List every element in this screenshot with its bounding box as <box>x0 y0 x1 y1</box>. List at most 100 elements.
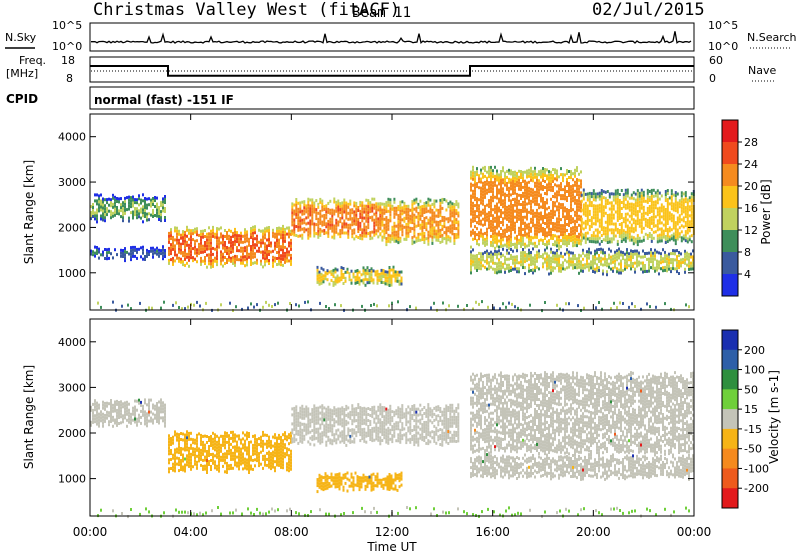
power-cell <box>425 225 428 229</box>
power-cell <box>437 220 440 224</box>
power-cell <box>680 197 683 201</box>
power-cell <box>670 270 672 274</box>
power-cell <box>642 261 644 265</box>
power-cell <box>470 271 472 275</box>
power-cell <box>431 220 434 224</box>
power-cell <box>160 216 162 220</box>
power-cell <box>381 235 384 239</box>
velocity-cell <box>202 458 204 462</box>
velocity-cell <box>204 443 206 447</box>
power-cell <box>670 207 673 211</box>
power-cell <box>377 223 380 227</box>
power-cell <box>480 213 482 217</box>
power-cell <box>498 215 500 219</box>
power-cell <box>592 195 595 199</box>
power-cell <box>490 265 492 269</box>
power-cell <box>672 261 674 265</box>
power-cell <box>182 236 184 240</box>
velocity-cell <box>94 420 96 424</box>
power-cell <box>433 211 436 215</box>
power-cell <box>307 200 310 204</box>
velocity-cell <box>220 455 222 459</box>
power-cell <box>351 223 354 227</box>
velocity-cell <box>190 431 192 435</box>
power-cell <box>388 269 391 272</box>
power-cell <box>299 228 302 232</box>
power-cell <box>180 245 182 249</box>
power-cell <box>546 168 548 172</box>
power-cell <box>566 260 568 264</box>
power-cell <box>316 271 319 275</box>
power-cell <box>492 199 494 203</box>
power-cell <box>538 255 540 259</box>
power-clutter-cell <box>241 307 243 311</box>
power-cell <box>548 239 550 243</box>
velocity-cell <box>94 408 96 412</box>
power-cell <box>375 211 378 215</box>
power-cell <box>552 186 554 189</box>
power-clutter-cell <box>205 301 207 305</box>
power-cell <box>522 176 524 180</box>
power-cell <box>226 234 228 237</box>
power-cell <box>176 256 178 260</box>
power-cell <box>542 185 544 188</box>
nsky-label: N.Sky <box>5 31 37 44</box>
power-cell <box>494 252 496 256</box>
power-cell <box>413 198 416 202</box>
power-cell <box>142 257 144 261</box>
power-cell <box>648 232 651 235</box>
velocity-cell <box>154 416 156 420</box>
power-cell <box>367 217 370 221</box>
power-cell <box>668 238 671 242</box>
power-cell <box>590 222 593 226</box>
power-cell <box>252 240 254 244</box>
power-colorbar-swatch <box>722 230 738 253</box>
date-label: 02/Jul/2015 <box>592 0 705 20</box>
power-cell <box>654 203 657 207</box>
power-cell <box>616 270 618 274</box>
power-cell <box>451 208 454 212</box>
power-cell <box>546 177 548 181</box>
power-cell <box>580 226 583 230</box>
power-cell <box>634 267 636 271</box>
power-cell <box>650 236 653 240</box>
power-cell <box>291 214 294 218</box>
power-cell <box>596 204 599 208</box>
power-cell <box>375 217 378 221</box>
power-cell <box>672 220 675 224</box>
power-cell <box>148 203 150 207</box>
velocity-cell <box>214 439 216 443</box>
velocity-cell <box>184 439 186 443</box>
power-cell <box>676 201 679 205</box>
power-cell <box>606 258 608 262</box>
power-cell <box>480 195 482 199</box>
power-cell <box>616 215 619 219</box>
power-cell <box>327 231 330 235</box>
power-clutter-cell <box>295 303 297 307</box>
power-cell <box>508 189 510 193</box>
power-cell <box>441 200 444 204</box>
velocity-cell <box>202 440 204 444</box>
power-cell <box>349 217 352 221</box>
power-cell <box>142 208 144 212</box>
power-cell <box>606 264 608 268</box>
power-cell <box>502 166 504 170</box>
power-cell <box>654 251 656 255</box>
power-cell <box>376 275 379 279</box>
power-cell <box>596 237 599 241</box>
power-cell <box>488 190 490 194</box>
power-cell <box>138 247 140 251</box>
power-cell <box>558 187 560 191</box>
power-cell <box>130 205 132 209</box>
power-cell <box>321 220 324 224</box>
power-cell <box>383 223 386 227</box>
power-cell <box>592 234 595 238</box>
power-cell <box>586 259 588 263</box>
power-cell <box>429 204 432 208</box>
power-cell <box>688 205 691 209</box>
power-cell <box>222 252 224 256</box>
power-cell <box>652 263 654 267</box>
power-cell <box>550 188 552 192</box>
velocity-cell <box>176 450 178 454</box>
power-cell <box>291 211 294 215</box>
